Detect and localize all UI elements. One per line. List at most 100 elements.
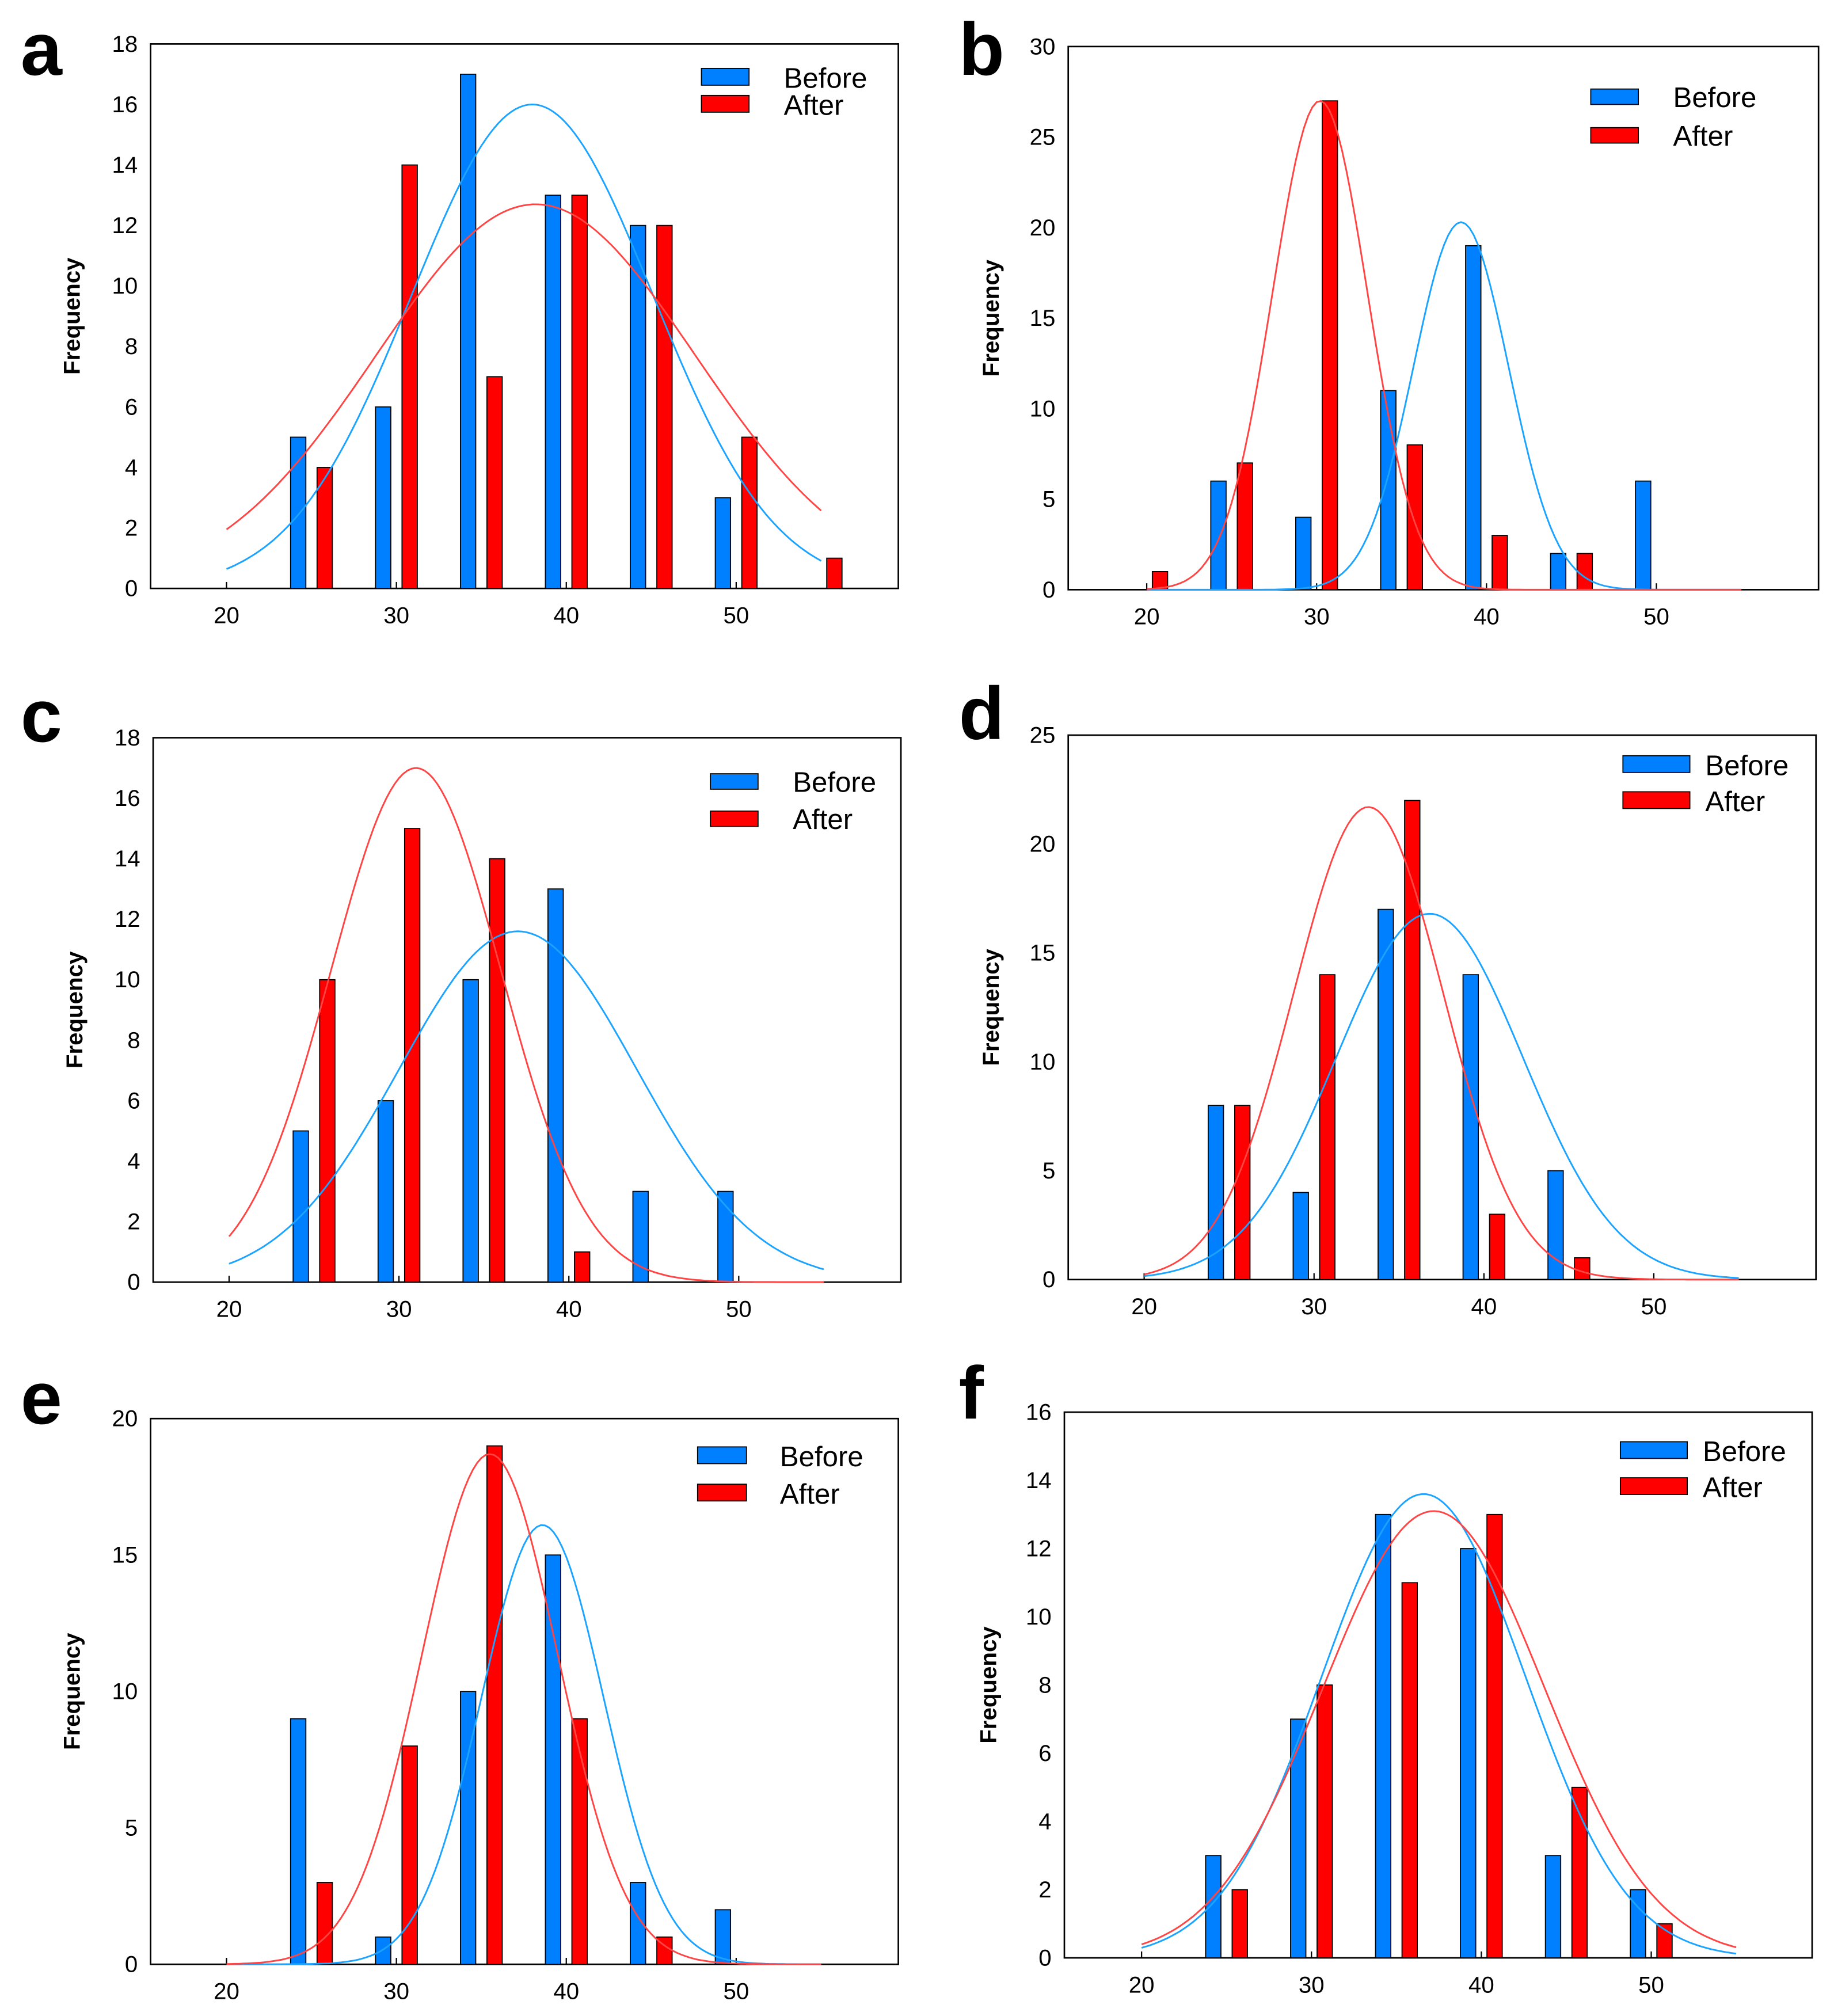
y-tick-label: 4	[127, 1148, 140, 1174]
y-tick-label: 12	[1026, 1535, 1052, 1561]
x-tick-label: 20	[1131, 1294, 1157, 1319]
legend-label-after: After	[784, 89, 844, 121]
x-tick-label: 20	[214, 1979, 239, 2004]
y-tick-label: 6	[125, 394, 138, 420]
bar-after	[1322, 100, 1338, 591]
chart-panel-f: f 0 2 4 6 8 10 12 14 16 20 30 40 50 Frequency Before Aft…	[959, 1352, 1813, 1998]
bar-after	[1574, 1257, 1591, 1280]
y-tick-label: 0	[1042, 1266, 1055, 1292]
legend-swatch-after	[701, 94, 750, 113]
bar-after	[401, 164, 418, 589]
bar-after	[741, 436, 758, 589]
y-tick-label: 15	[1030, 305, 1056, 331]
bar-before	[290, 436, 307, 589]
y-axis-label: Frequency	[59, 1633, 85, 1750]
y-tick-label: 18	[115, 725, 140, 751]
panel-letter: b	[959, 8, 1004, 91]
x-tick-label: 30	[386, 1296, 412, 1322]
legend-swatch-after	[697, 1484, 747, 1502]
chart-panel-b: b 0 5 10 15 20 25 30 20 30 40 50 Frequency Before Afte…	[959, 8, 1820, 630]
x-tick-label: 30	[383, 1979, 409, 2004]
fit-curve-before	[1141, 1493, 1737, 1955]
legend-swatch-after	[1619, 1477, 1688, 1496]
bar-after	[656, 225, 673, 589]
y-tick-label: 14	[112, 152, 138, 178]
bar-before	[459, 1691, 477, 1965]
bar-before	[714, 497, 732, 589]
bar-after	[574, 1251, 591, 1283]
legend-swatch-before	[697, 1446, 747, 1465]
x-tick-label: 50	[726, 1296, 752, 1322]
bar-before	[459, 74, 477, 589]
plot-frame	[1067, 45, 1820, 591]
y-axis-label: Frequency	[62, 951, 87, 1068]
legend-swatch-after	[710, 811, 759, 827]
bar-after	[1231, 1889, 1248, 1958]
y-tick-label: 5	[125, 1815, 138, 1841]
x-tick-label: 20	[1129, 1972, 1155, 1998]
y-tick-label: 2	[125, 515, 138, 541]
y-tick-label: 10	[112, 1679, 138, 1705]
y-axis-label: Frequency	[978, 949, 1004, 1066]
plot-frame	[152, 737, 902, 1283]
x-tick-label: 40	[556, 1296, 582, 1322]
y-tick-label: 10	[1030, 395, 1056, 421]
bar-after	[486, 376, 503, 589]
bar-before	[714, 1909, 732, 1965]
y-tick-label: 6	[1038, 1740, 1051, 1766]
bar-before	[377, 1100, 394, 1283]
bar-before	[1462, 974, 1479, 1280]
y-tick-label: 15	[112, 1542, 138, 1568]
legend-label-before: Before	[1703, 1436, 1786, 1467]
y-tick-label: 2	[1038, 1877, 1051, 1903]
y-tick-label: 20	[1030, 831, 1056, 857]
chart-panel-c: c 0 2 4 6 8 10 12 14 16 18 20 30 40 50 Frequency Before A…	[21, 675, 902, 1322]
bar-after	[1576, 553, 1593, 591]
y-tick-label: 16	[115, 785, 140, 811]
bar-before	[1210, 480, 1227, 591]
y-tick-label: 10	[115, 967, 140, 992]
x-tick-label: 40	[1468, 1972, 1494, 1998]
panel-letter: c	[21, 675, 62, 758]
bar-before	[1550, 553, 1567, 591]
bar-before	[375, 406, 391, 589]
legend-swatch-before	[1619, 1441, 1688, 1459]
panel-letter: d	[959, 672, 1004, 755]
fit-curve-before	[226, 1524, 821, 1965]
legend-label-after: After	[1673, 120, 1733, 152]
bar-after	[489, 858, 505, 1283]
y-tick-label: 25	[1030, 722, 1056, 748]
bar-before	[545, 195, 561, 589]
x-tick-label: 50	[1641, 1294, 1667, 1319]
y-tick-label: 12	[112, 212, 138, 238]
fit-curve-before	[1147, 221, 1742, 591]
bar-before	[1205, 1855, 1222, 1958]
fit-curve-after	[226, 203, 822, 530]
y-tick-label: 8	[127, 1027, 140, 1053]
panel-letter: f	[959, 1352, 984, 1435]
y-tick-label: 10	[112, 273, 138, 299]
x-tick-label: 30	[1304, 604, 1330, 630]
y-tick-label: 0	[125, 576, 138, 602]
chart-panel-a: a 0 2 4 6 8 10 12 14 16 18 20 30 40 50 Frequency BeforeA…	[21, 8, 899, 628]
x-tick-label: 40	[553, 602, 579, 628]
y-tick-label: 4	[125, 454, 138, 480]
x-tick-label: 50	[1638, 1972, 1664, 1998]
bar-before	[1635, 480, 1652, 591]
bar-before	[290, 1718, 307, 1965]
y-tick-label: 16	[112, 92, 138, 117]
x-tick-label: 20	[216, 1296, 242, 1322]
y-tick-label: 10	[1026, 1604, 1052, 1630]
x-tick-label: 50	[723, 602, 749, 628]
fit-curve-before	[226, 104, 822, 570]
fit-curve-after	[226, 1453, 821, 1965]
y-tick-label: 30	[1030, 33, 1056, 59]
y-tick-label: 5	[1042, 486, 1055, 512]
y-tick-label: 0	[127, 1269, 140, 1295]
plot-frame	[1063, 1411, 1813, 1959]
bar-before	[1544, 1855, 1562, 1958]
bar-after	[571, 1718, 588, 1965]
bar-after	[319, 979, 336, 1283]
bar-before	[1465, 245, 1482, 591]
legend-swatch-before	[1622, 755, 1691, 773]
